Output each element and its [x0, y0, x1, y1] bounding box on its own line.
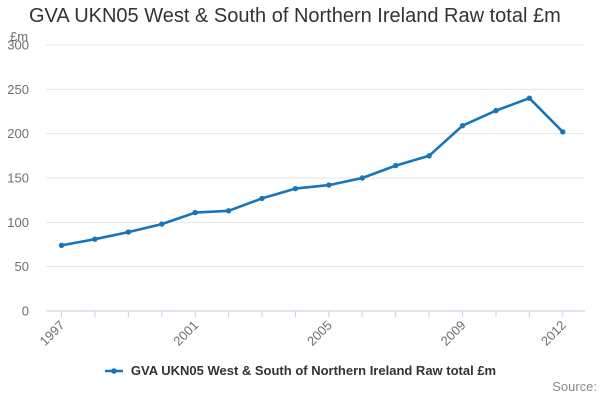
- x-axis-tick-label: 2001: [170, 318, 201, 349]
- data-point-marker: [225, 208, 232, 214]
- data-point-marker: [560, 129, 566, 135]
- legend-line-marker-icon: [104, 367, 123, 374]
- data-point-marker: [159, 221, 165, 227]
- legend-label: GVA UKN05 West & South of Northern Irela…: [130, 363, 497, 378]
- data-point-marker: [125, 229, 132, 235]
- x-axis-tick-label: 2005: [304, 318, 335, 349]
- data-point-marker: [326, 182, 332, 188]
- data-point-marker: [92, 236, 98, 242]
- y-axis-tick-label: 150: [7, 171, 29, 186]
- data-point-marker: [393, 162, 399, 169]
- y-axis-tick-label: 300: [7, 38, 29, 53]
- x-axis-tick-label: 2009: [438, 318, 469, 349]
- y-axis-tick-label: 0: [22, 304, 29, 319]
- y-axis-tick-label: 250: [7, 82, 29, 97]
- data-point-marker: [259, 195, 265, 202]
- data-point-marker: [359, 175, 365, 181]
- y-axis-tick-label: 200: [7, 126, 29, 141]
- data-point-marker: [459, 122, 466, 129]
- x-axis-tick-label: 1997: [37, 318, 68, 349]
- data-point-marker: [192, 209, 198, 216]
- data-series-line: [60, 96, 565, 247]
- legend-item[interactable]: GVA UKN05 West & South of Northern Irela…: [0, 363, 600, 378]
- y-axis-tick-label: 100: [7, 215, 29, 230]
- data-point-marker: [493, 107, 499, 114]
- data-point-marker: [292, 185, 299, 192]
- x-axis-tick-label: 2012: [538, 318, 569, 349]
- line-chart-plot-area: 0 50 100 150 200 250 300 1997 2001 2005 2009 2012: [7, 38, 585, 349]
- data-point-marker: [426, 153, 432, 159]
- y-axis-tick-label: 50: [15, 259, 29, 274]
- source-label: Source:: [552, 379, 597, 394]
- y-axis-unit-label: £m: [10, 29, 29, 44]
- data-point-marker: [58, 242, 65, 249]
- chart-title: GVA UKN05 West & South of Northern Irela…: [29, 5, 561, 27]
- data-point-marker: [526, 95, 533, 101]
